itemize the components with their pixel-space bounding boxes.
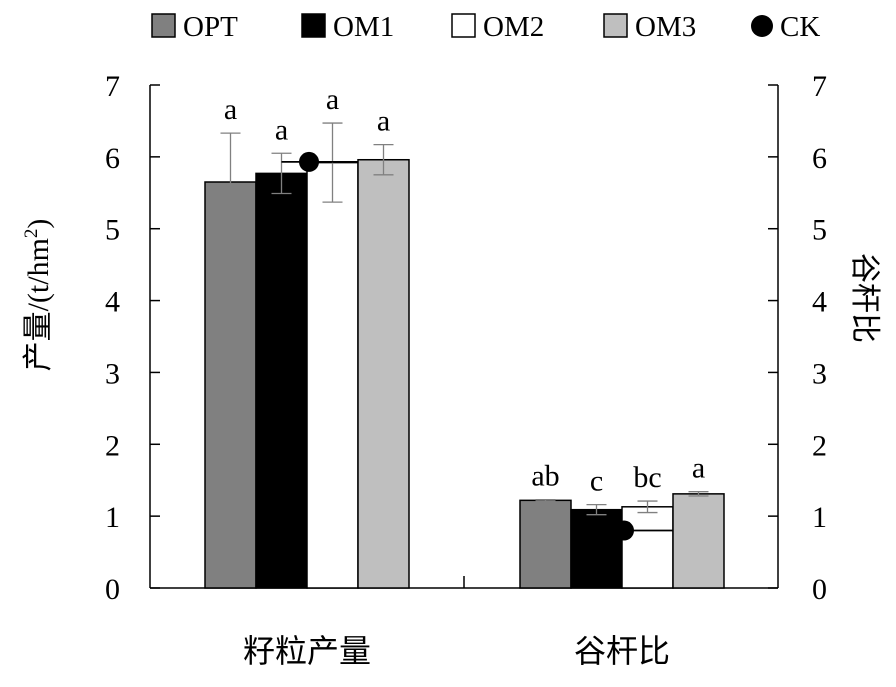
y-right-tick-label: 7 xyxy=(812,70,827,103)
y-axis-left-label-close: ) xyxy=(22,219,55,229)
significance-letter: a xyxy=(377,105,390,138)
significance-letter: a xyxy=(692,452,705,485)
legend-label-om1: OM1 xyxy=(333,11,394,43)
bar-om1-0 xyxy=(255,172,308,589)
bar-opt-1 xyxy=(519,499,572,589)
legend: OPT OM1 OM2 OM3 CK xyxy=(151,11,820,43)
y-right-tick-label: 2 xyxy=(812,429,827,462)
legend-label-om3: OM3 xyxy=(635,11,696,43)
y-axis-left-label: 产量/(t/hm2) xyxy=(21,219,55,372)
bar-om3-0 xyxy=(357,158,410,589)
y-right-tick-label: 6 xyxy=(812,142,827,175)
significance-letter: c xyxy=(590,465,603,498)
x-category-label: 籽粒产量 xyxy=(243,633,371,669)
y-right-tick-label: 3 xyxy=(812,357,827,390)
y-axis-left-label-text: 产量/(t/hm xyxy=(22,238,55,371)
significance-letter: ab xyxy=(531,460,559,493)
bar-om2-0 xyxy=(306,161,359,589)
significance-letter: a xyxy=(275,113,288,146)
y-left-tick-label: 1 xyxy=(105,501,120,534)
axis-ticks: 0 0 1 1 2 2 3 3 4 4 5 5 6 6 7 7 xyxy=(105,70,827,606)
legend-swatch-om2 xyxy=(451,13,476,38)
y-axis-right-label: 谷杆比 xyxy=(848,253,881,343)
y-left-tick-label: 5 xyxy=(105,214,120,247)
x-category-label: 谷杆比 xyxy=(574,633,670,669)
y-left-tick-label: 6 xyxy=(105,142,120,175)
ck-point xyxy=(299,151,319,172)
bar-om2-1 xyxy=(621,506,674,589)
y-right-tick-label: 5 xyxy=(812,214,827,247)
legend-swatch-om1 xyxy=(301,13,326,38)
y-right-tick-label: 0 xyxy=(812,573,827,606)
y-left-tick-label: 4 xyxy=(105,286,120,319)
legend-label-opt: OPT xyxy=(183,11,238,43)
legend-swatch-om3 xyxy=(603,13,628,38)
legend-label-ck: CK xyxy=(780,11,820,43)
y-right-tick-label: 4 xyxy=(812,286,827,319)
bar-opt-0 xyxy=(204,181,257,589)
y-left-tick-label: 3 xyxy=(105,357,120,390)
y-axis-left-label-sup: 2 xyxy=(21,229,42,239)
legend-swatch-opt xyxy=(151,13,176,38)
significance-letter: bc xyxy=(633,461,661,494)
y-right-tick-label: 1 xyxy=(812,501,827,534)
y-left-tick-label: 0 xyxy=(105,573,120,606)
legend-marker-ck xyxy=(751,15,773,37)
ck-point xyxy=(614,520,634,541)
significance-letter: a xyxy=(326,83,339,116)
y-left-tick-label: 2 xyxy=(105,429,120,462)
bar-om3-1 xyxy=(672,493,725,589)
legend-label-om2: OM2 xyxy=(483,11,544,43)
ck-reference xyxy=(281,151,673,541)
y-left-tick-label: 7 xyxy=(105,70,120,103)
bar-om1-1 xyxy=(570,508,623,589)
category-labels: 籽粒产量 谷杆比 xyxy=(243,633,670,669)
significance-letter: a xyxy=(224,93,237,126)
